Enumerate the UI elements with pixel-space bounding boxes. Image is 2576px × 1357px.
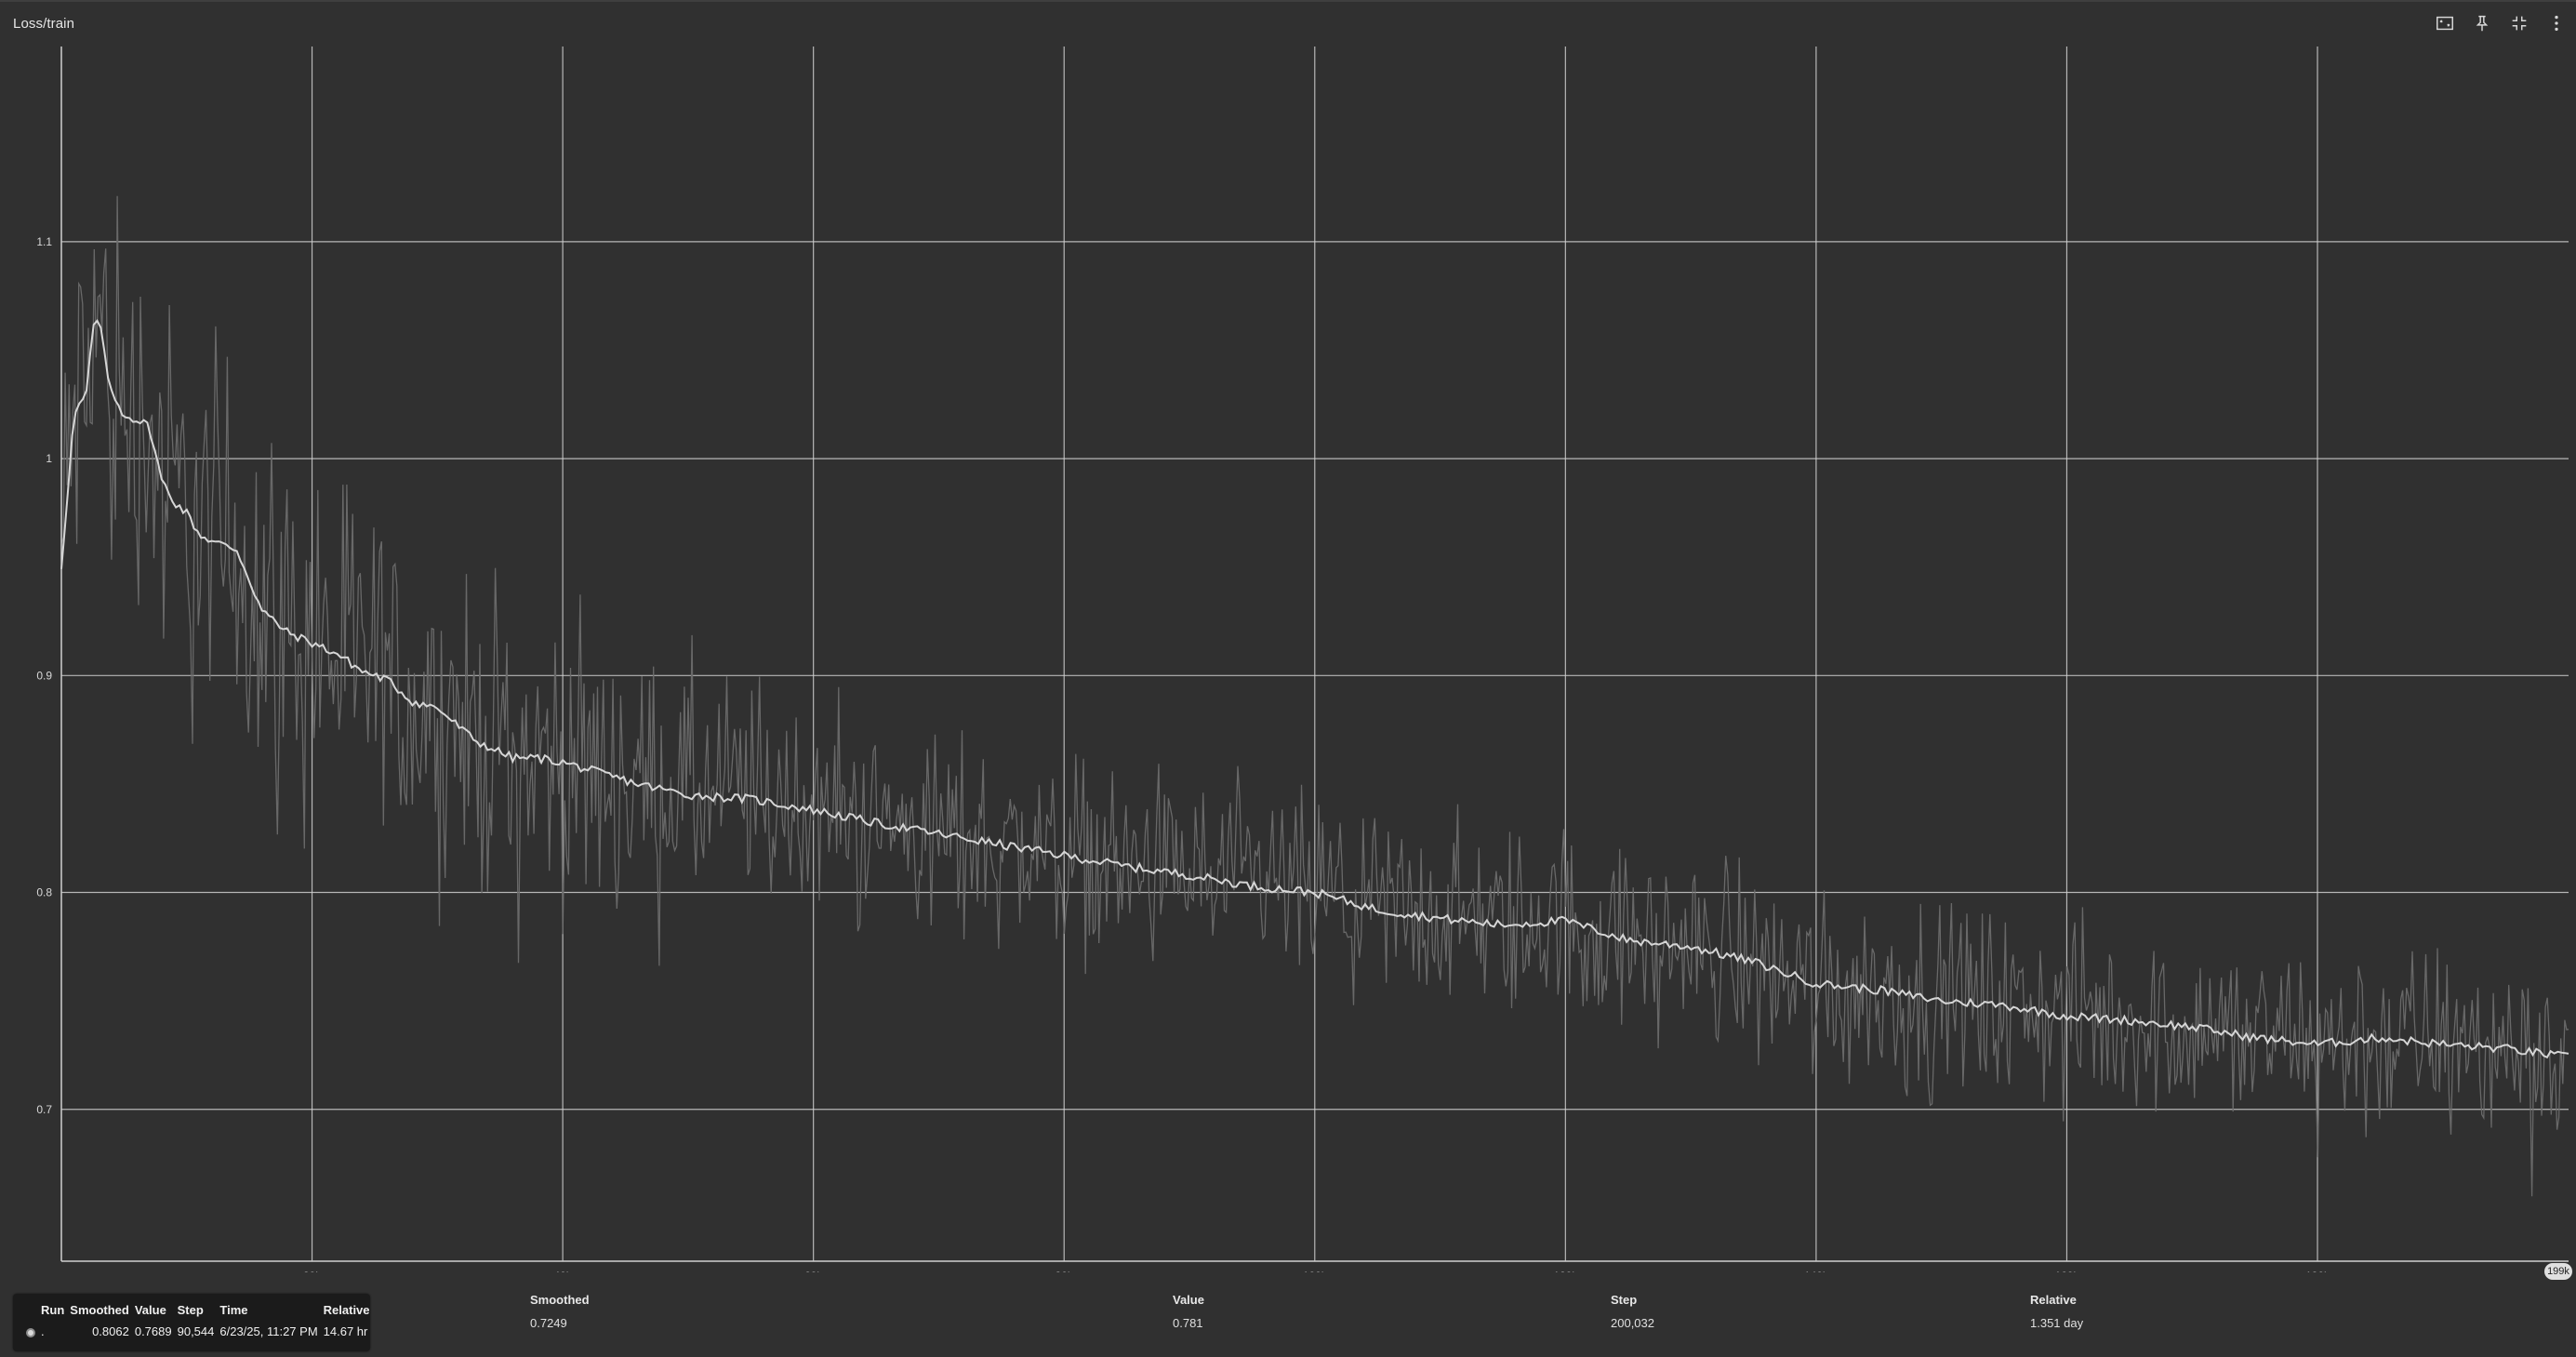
- card-title: Loss/train: [13, 16, 75, 32]
- more-button[interactable]: [2546, 13, 2567, 33]
- footer-smoothed: Smoothed 0.7249: [530, 1293, 590, 1330]
- footer-step-label: Step: [1611, 1293, 1638, 1307]
- x-tick-label: 120k: [1553, 1270, 1578, 1272]
- x-tick-label: 20k: [303, 1270, 322, 1272]
- tooltip-run: .: [41, 1324, 45, 1338]
- y-tick-label: 0.8: [36, 886, 52, 899]
- raw-series-line: [60, 195, 2569, 1197]
- y-tick-label: 1: [46, 452, 52, 465]
- footer-value-label: Value: [1173, 1293, 1204, 1307]
- y-tick-label: 1.1: [36, 235, 52, 248]
- fit-domain-icon: [2437, 16, 2453, 31]
- footer-relative: Relative 1.351 day: [2030, 1293, 2083, 1330]
- fit-domain-button[interactable]: [2435, 13, 2455, 33]
- data-table-summary: Smoothed 0.7249 Value 0.781 Step 200,032…: [0, 1293, 2576, 1349]
- more-vert-icon: [2555, 15, 2558, 32]
- tooltip-header-smoothed: Smoothed: [70, 1303, 129, 1317]
- tooltip-time: 6/23/25, 11:27 PM: [219, 1324, 318, 1338]
- x-tick-label: 60k: [804, 1270, 823, 1272]
- footer-relative-value: 1.351 day: [2030, 1316, 2084, 1330]
- tooltip-value: 0.7689: [134, 1324, 172, 1338]
- smoothed-series-line: [60, 319, 2569, 1059]
- x-tick-label: 140k: [1804, 1270, 1829, 1272]
- tooltip-header-relative: Relative: [323, 1303, 370, 1317]
- tooltip-row: . 0.8062 0.7689 90,544 6/23/25, 11:27 PM…: [26, 1321, 376, 1338]
- pin-icon: [2476, 15, 2489, 32]
- footer-relative-label: Relative: [2030, 1293, 2077, 1307]
- tooltip-header-time: Time: [219, 1303, 248, 1317]
- x-tick-label: 40k: [553, 1270, 572, 1272]
- footer-value-value: 0.781: [1173, 1316, 1203, 1330]
- collapse-icon: [2512, 16, 2527, 31]
- collapse-button[interactable]: [2509, 13, 2530, 33]
- tooltip-header-step: Step: [177, 1303, 204, 1317]
- x-tick-label: 100k: [1303, 1270, 1328, 1272]
- x-tick-label: 80k: [1056, 1270, 1074, 1272]
- x-axis-end-badge: 199k: [2544, 1263, 2572, 1280]
- tooltip-relative: 14.67 hr: [323, 1324, 368, 1338]
- footer-step-value: 200,032: [1611, 1316, 1654, 1330]
- chart-area[interactable]: 20k 40k 60k 80k 100k 120k 140k 160k 180k 0.7 0.8 0…: [0, 45, 2576, 1272]
- card-header: Loss/train: [0, 0, 2576, 45]
- tooltip-smoothed: 0.8062: [92, 1324, 129, 1338]
- x-tick-label: 160k: [2054, 1270, 2079, 1272]
- line-chart[interactable]: 20k 40k 60k 80k 100k 120k 140k 160k 180k 0.7 0.8 0…: [0, 45, 2576, 1272]
- hover-tooltip: Run Smoothed Value Step Time Relative . …: [13, 1294, 370, 1351]
- tooltip-table: Run Smoothed Value Step Time Relative . …: [26, 1303, 376, 1338]
- tooltip-header-run: Run: [41, 1303, 65, 1317]
- card-toolbar: [2435, 13, 2576, 33]
- y-tick-label: 0.7: [36, 1103, 52, 1116]
- run-color-dot-icon: [26, 1327, 35, 1337]
- tooltip-header-value: Value: [134, 1303, 166, 1317]
- footer-value: Value 0.781: [1173, 1293, 1204, 1330]
- pin-button[interactable]: [2472, 13, 2492, 33]
- tooltip-step: 90,544: [177, 1324, 215, 1338]
- footer-step: Step 200,032: [1611, 1293, 1654, 1330]
- x-tick-label: 180k: [2305, 1270, 2330, 1272]
- footer-smoothed-value: 0.7249: [530, 1316, 567, 1330]
- footer-smoothed-label: Smoothed: [530, 1293, 590, 1307]
- y-tick-label: 0.9: [36, 669, 52, 682]
